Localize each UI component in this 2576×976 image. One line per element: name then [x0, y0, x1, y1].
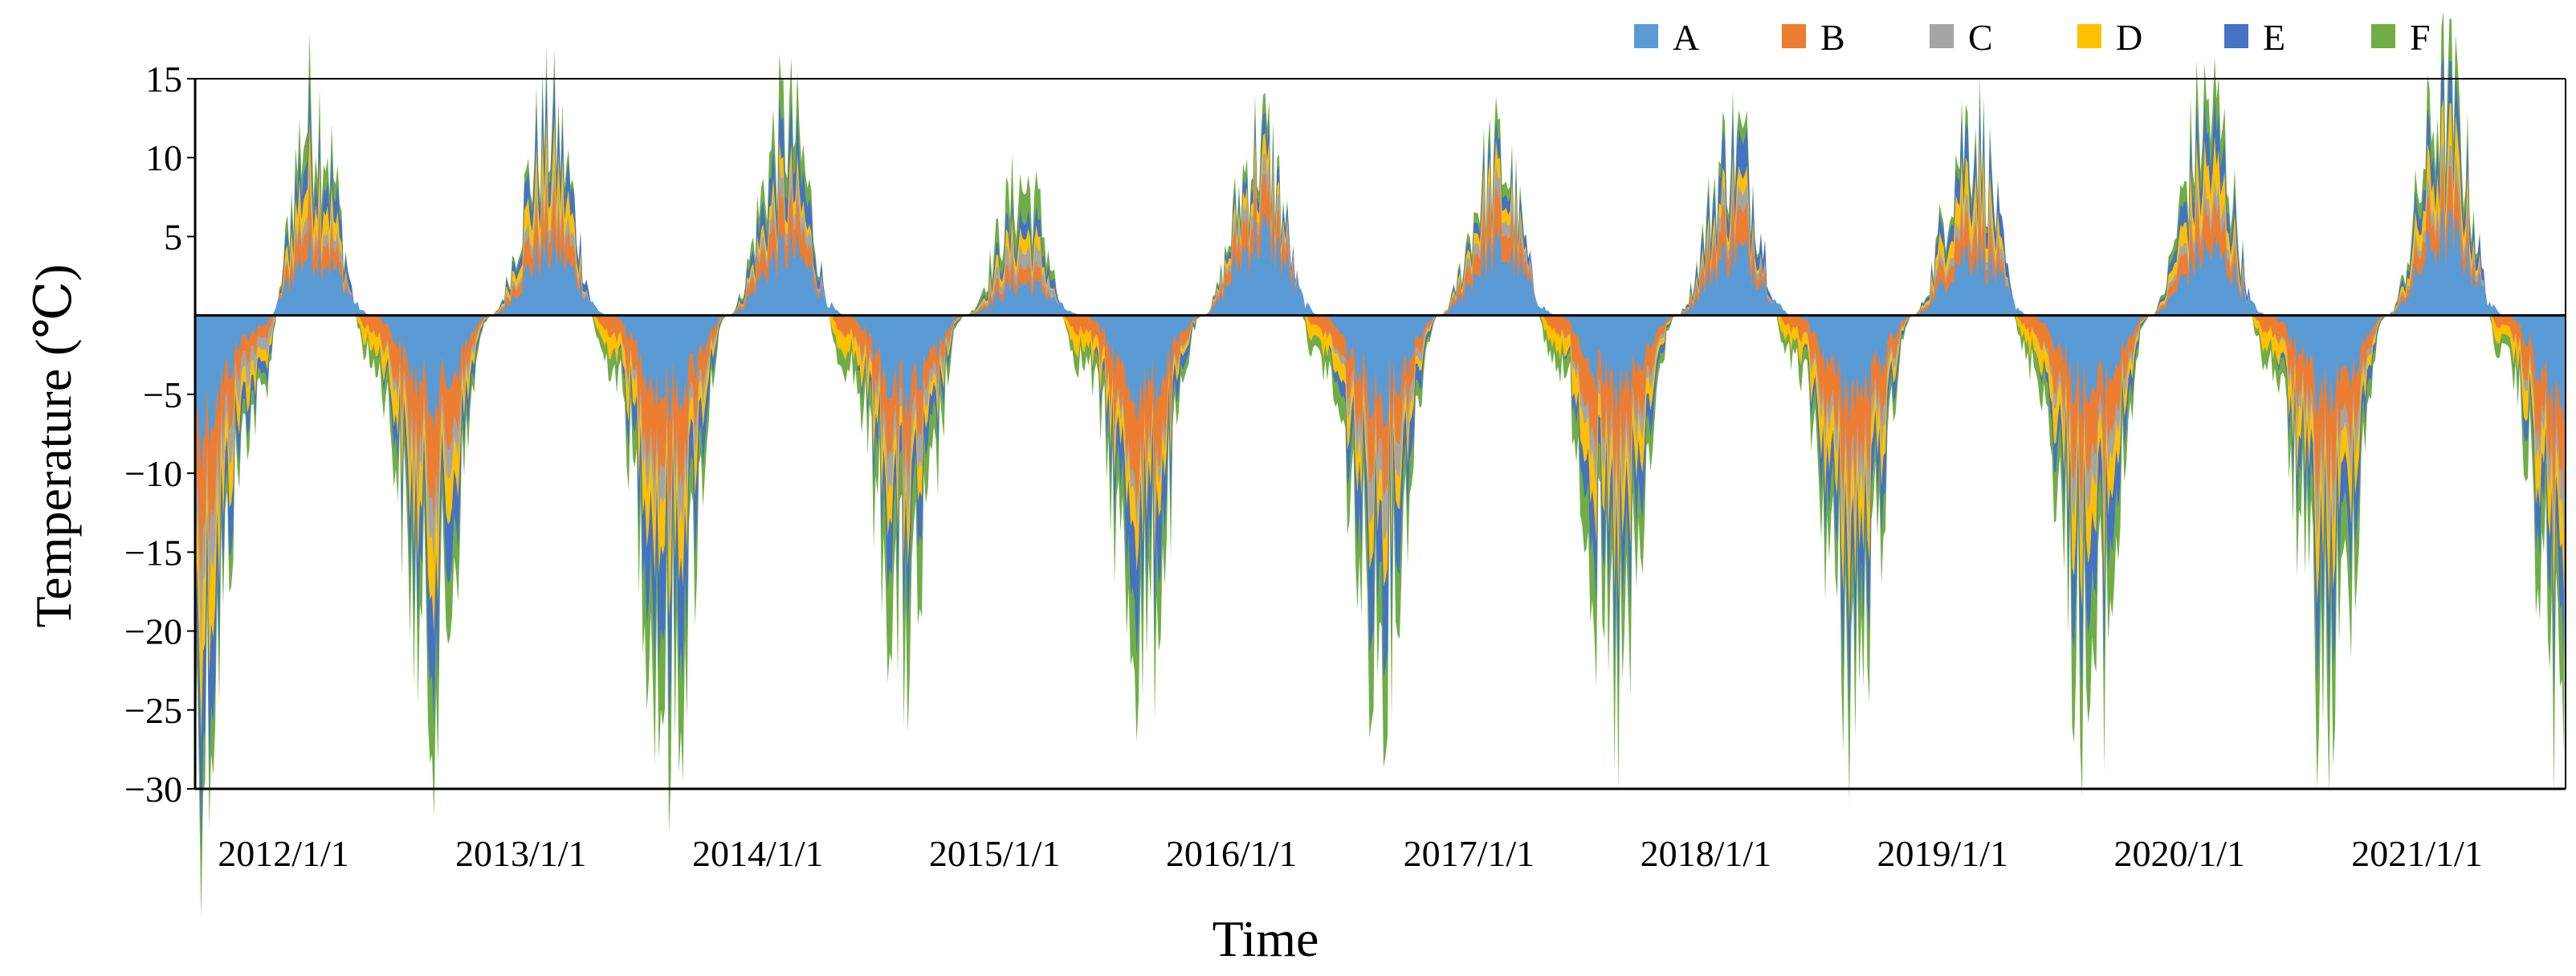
x-tick-label: 2014/1/1: [692, 833, 824, 874]
legend-swatch: [1634, 24, 1658, 48]
x-tick-label: 2021/1/1: [2351, 833, 2483, 874]
plot-area: [195, 11, 2566, 920]
y-tick-label: −10: [124, 453, 182, 494]
x-tick-label: 2017/1/1: [1404, 833, 1535, 874]
legend-label: A: [1673, 17, 1699, 58]
series-area-a: [195, 206, 2566, 472]
legend-entry-a: A: [1634, 17, 1699, 58]
legend-entry-e: E: [2224, 17, 2285, 58]
legend-label: D: [2116, 17, 2142, 58]
legend-swatch: [2224, 24, 2248, 48]
legend-label: E: [2263, 17, 2285, 58]
legend-swatch: [2077, 24, 2101, 48]
y-tick-label: 10: [145, 137, 182, 178]
x-tick-label: 2012/1/1: [218, 833, 349, 874]
y-axis-title: Temperature (℃): [25, 264, 82, 628]
x-tick-label: 2013/1/1: [455, 833, 587, 874]
legend-label: C: [1968, 17, 1993, 58]
legend-entry-d: D: [2077, 17, 2142, 58]
y-tick-label: −30: [124, 769, 182, 810]
legend-entry-f: F: [2371, 17, 2431, 58]
legend-entry-b: B: [1782, 17, 1845, 58]
legend-swatch: [1782, 24, 1806, 48]
legend-swatch: [1930, 24, 1954, 48]
x-tick-label: 2015/1/1: [929, 833, 1061, 874]
legend: A B C D E F: [1634, 17, 2431, 58]
x-tick-label: 2018/1/1: [1641, 833, 1772, 874]
legend-label: B: [1820, 17, 1845, 58]
y-tick-label: 15: [145, 59, 182, 100]
legend-swatch: [2371, 24, 2395, 48]
legend-entry-c: C: [1930, 17, 1993, 58]
x-tick-label: 2020/1/1: [2113, 833, 2245, 874]
x-tick-label: 2016/1/1: [1166, 833, 1298, 874]
x-tick-label: 2019/1/1: [1877, 833, 2009, 874]
x-axis-title: Time: [1213, 910, 1319, 967]
y-tick-label: −20: [124, 611, 182, 652]
y-tick-label: −15: [124, 532, 182, 573]
legend-label: F: [2410, 17, 2431, 58]
y-tick-label: −25: [124, 690, 182, 731]
y-tick-label: −5: [143, 374, 182, 415]
axes: 15 10 5 −5 −10 −15 −20 −25 −30 2012/1/1 2013/1/1 20…: [124, 59, 2566, 874]
y-tick-label: 5: [164, 216, 182, 257]
